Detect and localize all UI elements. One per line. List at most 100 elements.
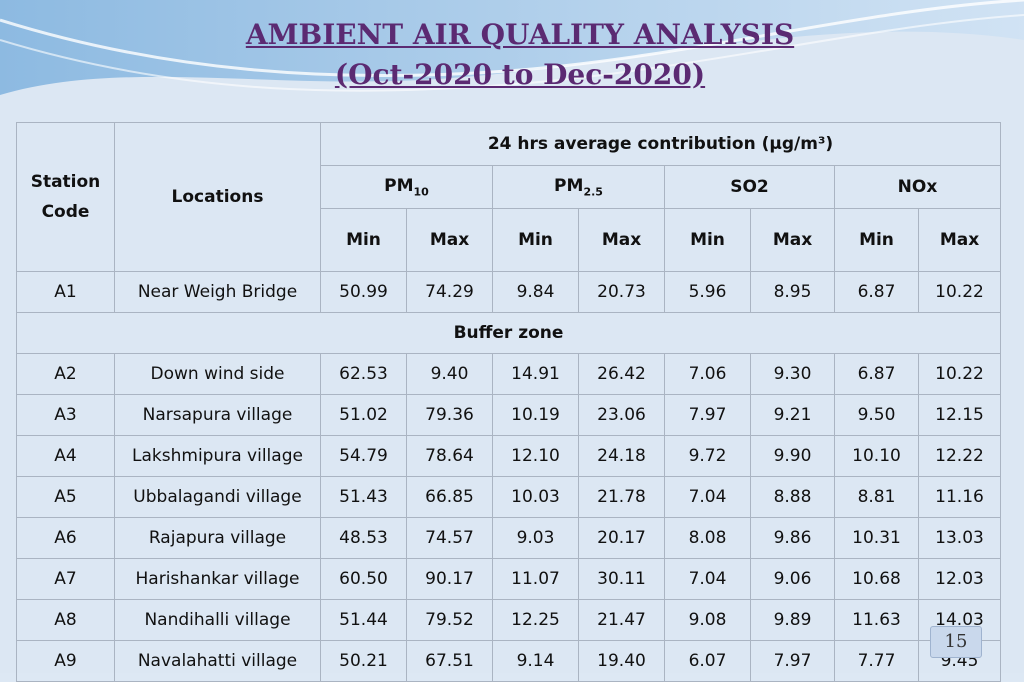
value-cell: 12.22 [918, 435, 1001, 477]
table-row: A8 Nandihalli village 51.44 79.52 12.25 21.47… [16, 599, 1001, 641]
value-cell: 11.07 [492, 558, 579, 600]
value-cell: 9.86 [750, 517, 835, 559]
value-cell: 51.44 [320, 599, 407, 641]
value-cell: 7.04 [664, 558, 751, 600]
air-quality-table: Station Code Locations 24 hrs average con… [16, 122, 1001, 682]
value-cell: 9.84 [492, 271, 579, 313]
max-header: Max [578, 208, 665, 272]
value-cell: 10.68 [834, 558, 919, 600]
station-code-header: Station Code [16, 122, 115, 272]
value-cell: 9.89 [750, 599, 835, 641]
nox-header: NOx [834, 165, 1001, 209]
value-cell: 11.63 [834, 599, 919, 641]
location-cell: Ubbalagandi village [114, 476, 321, 518]
value-cell: 23.06 [578, 394, 665, 436]
value-cell: 78.64 [406, 435, 493, 477]
buffer-zone-row: Buffer zone [16, 312, 1001, 354]
value-cell: 14.91 [492, 353, 579, 395]
value-cell: 62.53 [320, 353, 407, 395]
value-cell: 7.77 [834, 640, 919, 682]
station-code-cell: A4 [16, 435, 115, 477]
value-cell: 67.51 [406, 640, 493, 682]
value-cell: 74.29 [406, 271, 493, 313]
value-cell: 12.15 [918, 394, 1001, 436]
location-cell: Nandihalli village [114, 599, 321, 641]
location-cell: Navalahatti village [114, 640, 321, 682]
table-row: A5 Ubbalagandi village 51.43 66.85 10.03 21.7… [16, 476, 1001, 518]
value-cell: 12.03 [918, 558, 1001, 600]
location-cell: Down wind side [114, 353, 321, 395]
value-cell: 10.22 [918, 271, 1001, 313]
value-cell: 8.95 [750, 271, 835, 313]
value-cell: 12.10 [492, 435, 579, 477]
value-cell: 26.42 [578, 353, 665, 395]
value-cell: 19.40 [578, 640, 665, 682]
locations-header: Locations [114, 122, 321, 272]
pm25-header: PM2.5 [492, 165, 665, 209]
value-cell: 51.43 [320, 476, 407, 518]
page-subtitle: (Oct-2020 to Dec-2020) [334, 58, 706, 91]
value-cell: 60.50 [320, 558, 407, 600]
value-cell: 8.88 [750, 476, 835, 518]
location-cell: Narsapura village [114, 394, 321, 436]
value-cell: 79.36 [406, 394, 493, 436]
value-cell: 10.10 [834, 435, 919, 477]
value-cell: 5.96 [664, 271, 751, 313]
station-code-cell: A7 [16, 558, 115, 600]
value-cell: 6.07 [664, 640, 751, 682]
value-cell: 13.03 [918, 517, 1001, 559]
value-cell: 21.78 [578, 476, 665, 518]
value-cell: 20.17 [578, 517, 665, 559]
table-row: A4 Lakshmipura village 54.79 78.64 12.10 24.1… [16, 435, 1001, 477]
value-cell: 9.30 [750, 353, 835, 395]
min-header: Min [492, 208, 579, 272]
table-row: A6 Rajapura village 48.53 74.57 9.03 20.17 8.0… [16, 517, 1001, 559]
station-code-cell: A6 [16, 517, 115, 559]
value-cell: 12.25 [492, 599, 579, 641]
location-cell: Harishankar village [114, 558, 321, 600]
value-cell: 6.87 [834, 353, 919, 395]
value-cell: 9.06 [750, 558, 835, 600]
station-code-cell: A5 [16, 476, 115, 518]
max-header: Max [406, 208, 493, 272]
value-cell: 9.90 [750, 435, 835, 477]
table-row: A2 Down wind side 62.53 9.40 14.91 26.42 7.06 9… [16, 353, 1001, 395]
location-cell: Rajapura village [114, 517, 321, 559]
value-cell: 79.52 [406, 599, 493, 641]
value-cell: 10.03 [492, 476, 579, 518]
value-cell: 7.97 [750, 640, 835, 682]
max-header: Max [750, 208, 835, 272]
value-cell: 66.85 [406, 476, 493, 518]
value-cell: 8.81 [834, 476, 919, 518]
location-cell: Lakshmipura village [114, 435, 321, 477]
value-cell: 8.08 [664, 517, 751, 559]
max-header: Max [918, 208, 1001, 272]
value-cell: 50.21 [320, 640, 407, 682]
value-cell: 6.87 [834, 271, 919, 313]
station-code-cell: A8 [16, 599, 115, 641]
min-header: Min [664, 208, 751, 272]
value-cell: 54.79 [320, 435, 407, 477]
page-title: AMBIENT AIR QUALITY ANALYSIS [245, 18, 795, 51]
value-cell: 7.97 [664, 394, 751, 436]
station-code-cell: A1 [16, 271, 115, 313]
station-code-cell: A9 [16, 640, 115, 682]
table-row: A7 Harishankar village 60.50 90.17 11.07 30.1… [16, 558, 1001, 600]
value-cell: 90.17 [406, 558, 493, 600]
min-header: Min [320, 208, 407, 272]
value-cell: 9.03 [492, 517, 579, 559]
value-cell: 20.73 [578, 271, 665, 313]
value-cell: 9.50 [834, 394, 919, 436]
value-cell: 11.16 [918, 476, 1001, 518]
value-cell: 10.22 [918, 353, 1001, 395]
station-code-cell: A3 [16, 394, 115, 436]
location-cell: Near Weigh Bridge [114, 271, 321, 313]
value-cell: 7.06 [664, 353, 751, 395]
value-cell: 21.47 [578, 599, 665, 641]
value-cell: 9.40 [406, 353, 493, 395]
value-cell: 7.04 [664, 476, 751, 518]
pm10-header: PM10 [320, 165, 493, 209]
value-cell: 51.02 [320, 394, 407, 436]
value-cell: 9.14 [492, 640, 579, 682]
value-cell: 48.53 [320, 517, 407, 559]
